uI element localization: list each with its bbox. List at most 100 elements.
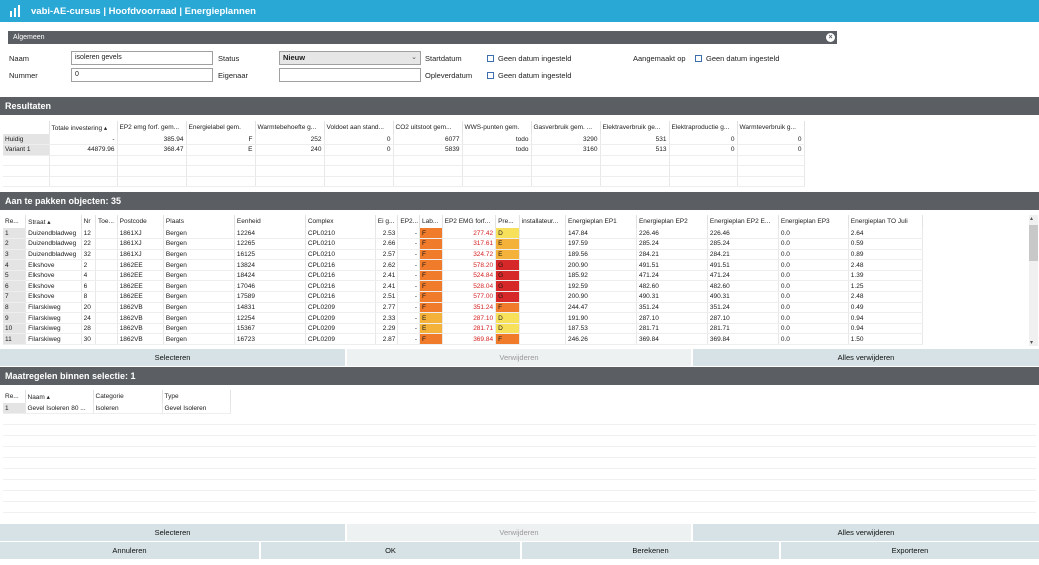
table-cell: 0 (737, 134, 805, 146)
table-cell: 491.51 (707, 259, 779, 271)
table-cell: 369.84 (707, 333, 779, 346)
col-header[interactable]: Toe... (95, 215, 118, 228)
col-header[interactable]: Energieplan EP2 E... (707, 215, 779, 228)
table-row[interactable]: 6 Elkshove 6 1862EE Bergen 17046 CPL0216 2.41- F… (3, 280, 924, 293)
maatregelen-verwijderen-button[interactable]: Verwijderen (347, 524, 691, 541)
col-header[interactable]: Elektraproductie g... (669, 121, 738, 134)
col-header[interactable]: Ei g... (375, 215, 399, 228)
col-header[interactable]: WWS-punten gem. (462, 121, 532, 134)
table-cell: Filarskiweg (25, 312, 82, 324)
col-header[interactable]: Lab... (419, 215, 443, 228)
table-cell: 32 (81, 249, 97, 261)
col-header[interactable]: Re... (3, 215, 27, 228)
aangemaakt-checkbox[interactable] (695, 55, 702, 62)
col-header[interactable]: EP2 EMG forf... (442, 215, 497, 228)
ok-button[interactable]: OK (261, 542, 520, 559)
table-cell: Isoleren (93, 403, 163, 415)
col-header[interactable]: Warmtebehoefte g... (255, 121, 325, 134)
col-header[interactable]: Nr (81, 215, 97, 228)
col-header[interactable]: Voldoet aan stand... (324, 121, 394, 134)
maatregelen-selecteren-button[interactable]: Selecteren (0, 524, 345, 541)
col-header[interactable]: Elektraverbruik ge... (600, 121, 670, 134)
eigenaar-input[interactable] (279, 68, 421, 82)
status-select[interactable]: Nieuw ⌄ (279, 51, 421, 65)
table-cell: 244.47 (565, 302, 637, 314)
col-header[interactable]: Totale investering ▴ (49, 121, 118, 134)
close-icon[interactable]: × (826, 33, 835, 42)
table-row[interactable]: 9 Filarskiweg 24 1862VB Bergen 12254 CPL0209 2.… (3, 312, 924, 324)
table-cell: 2.66 (375, 238, 399, 250)
table-row[interactable]: 11 Filarskiweg 30 1862VB Bergen 16723 CPL0209 2… (3, 333, 924, 346)
scrollbar-thumb[interactable] (1029, 225, 1038, 261)
col-header[interactable]: Plaats (163, 215, 235, 228)
aangemaakt-label: Aangemaakt op (633, 54, 686, 63)
naam-input[interactable]: isoleren gevels (71, 51, 213, 65)
col-header[interactable]: Eenheid (234, 215, 306, 228)
table-cell: 14831 (234, 302, 306, 314)
table-cell: 0.0 (778, 312, 849, 324)
table-cell: 12 (81, 228, 97, 240)
startdatum-checkbox[interactable] (487, 55, 494, 62)
table-cell: 1862VB (117, 333, 164, 346)
col-header[interactable]: EP2 emg forf. gem... (117, 121, 187, 134)
col-header[interactable]: Gasverbruik gem. ... (531, 121, 601, 134)
table-cell: 0.0 (778, 333, 849, 346)
col-header[interactable]: Re... (3, 390, 26, 403)
table-row[interactable]: 2 Duizendbladweg 22 1861XJ Bergen 12265 CPL021… (3, 238, 924, 250)
opleverdatum-geen-datum: Geen datum ingesteld (498, 71, 572, 80)
table-row[interactable]: Variant 1 44879.96 368.47 E 240 0 5839 t… (3, 144, 805, 156)
col-header[interactable]: Energieplan EP2 (636, 215, 708, 228)
table-cell: 2.51 (375, 291, 399, 303)
annuleren-button[interactable]: Annuleren (0, 542, 259, 559)
table-cell: 1.25 (848, 280, 924, 293)
table-row[interactable]: 1 Duizendbladweg 12 1861XJ Bergen 12264 CPL021… (3, 228, 924, 240)
objecten-alles-verwijderen-button[interactable]: Alles verwijderen (693, 349, 1039, 366)
objecten-scrollbar[interactable]: ▴ ▾ (1029, 215, 1038, 346)
table-cell: - (397, 333, 420, 346)
nummer-input[interactable]: 0 (71, 68, 213, 82)
table-cell: G (495, 280, 520, 293)
table-row[interactable]: Huidig - 385.94 F 252 0 6077 todo 3290 5… (3, 134, 805, 146)
col-header[interactable]: Energielabel gem. (186, 121, 256, 134)
table-cell: 471.24 (707, 270, 779, 282)
table-cell: 491.51 (636, 259, 708, 271)
table-cell: 1861XJ (117, 249, 164, 261)
exporteren-button[interactable]: Exporteren (781, 542, 1039, 559)
berekenen-button[interactable]: Berekenen (522, 542, 779, 559)
objecten-verwijderen-button[interactable]: Verwijderen (347, 349, 691, 366)
col-header[interactable]: Energieplan EP3 (778, 215, 849, 228)
table-cell: Bergen (163, 249, 235, 261)
table-row[interactable]: 5 Elkshove 4 1862EE Bergen 18424 CPL0216 2.41- F… (3, 270, 924, 282)
col-header[interactable]: Energieplan TO Juli (848, 215, 924, 228)
col-header[interactable]: Postcode (117, 215, 164, 228)
table-cell: 7 (3, 291, 27, 303)
objecten-selecteren-button[interactable]: Selecteren (0, 349, 345, 366)
opleverdatum-checkbox[interactable] (487, 72, 494, 79)
scroll-up-icon[interactable]: ▴ (1030, 216, 1034, 222)
table-cell: 13824 (234, 259, 306, 271)
col-header[interactable]: Warmteverbruik g... (737, 121, 805, 134)
algemeen-header[interactable]: Algemeen × (8, 31, 837, 44)
col-header[interactable]: Naam ▴ (25, 390, 94, 403)
scroll-down-icon[interactable]: ▾ (1030, 340, 1034, 346)
col-header[interactable]: Type (162, 390, 231, 403)
table-cell: 1862VB (117, 302, 164, 314)
col-header[interactable]: CO2 uitstoot gem... (393, 121, 463, 134)
table-row[interactable]: 8 Filarskiweg 20 1862VB Bergen 14831 CPL0209 2.… (3, 302, 924, 314)
col-header[interactable]: installateur... (519, 215, 567, 228)
col-header[interactable]: Energieplan EP1 (565, 215, 637, 228)
table-row[interactable]: 3 Duizendbladweg 32 1861XJ Bergen 16125 CPL021… (3, 249, 924, 261)
table-row[interactable]: 4 Elkshove 2 1862EE Bergen 13824 CPL0216 2.62- F… (3, 259, 924, 271)
col-header[interactable]: Categorie (93, 390, 163, 403)
table-cell: 0.0 (778, 249, 849, 261)
table-cell: 284.21 (707, 249, 779, 261)
col-header[interactable]: Pre... (495, 215, 520, 228)
col-header[interactable]: Straat ▴ (25, 215, 82, 228)
col-header[interactable]: Complex (305, 215, 376, 228)
table-row[interactable]: 7 Elkshove 8 1862EE Bergen 17589 CPL0216 2.51- F… (3, 291, 924, 303)
table-row[interactable]: 10 Filarskiweg 28 1862VB Bergen 15367 CPL0209 2… (3, 323, 924, 335)
col-header[interactable] (3, 121, 50, 134)
table-row[interactable]: 1 Gevel Isoleren 80 ... Isoleren Gevel I… (3, 403, 231, 415)
col-header[interactable]: EP2... (397, 215, 420, 228)
maatregelen-alles-verwijderen-button[interactable]: Alles verwijderen (693, 524, 1039, 541)
